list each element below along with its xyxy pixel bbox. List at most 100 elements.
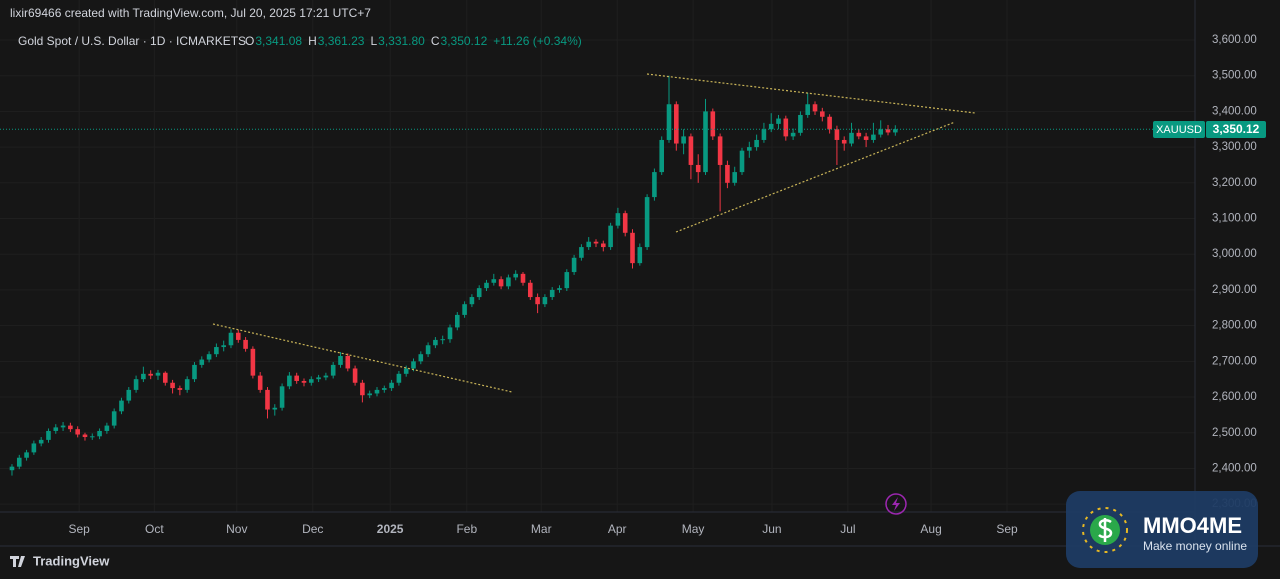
candle-body bbox=[68, 425, 73, 430]
candle-body bbox=[506, 277, 511, 287]
candle-body bbox=[104, 425, 110, 431]
candle-body bbox=[557, 288, 562, 290]
candle-body bbox=[170, 382, 175, 389]
ohlc-value: 3,331.80 bbox=[378, 34, 425, 48]
candle-body bbox=[46, 430, 51, 440]
candle-body bbox=[644, 197, 650, 248]
candle-body bbox=[790, 132, 796, 137]
candle-body bbox=[126, 389, 132, 401]
x-tick-label: Dec bbox=[302, 522, 323, 536]
candle-body bbox=[454, 314, 460, 328]
candle-body bbox=[776, 118, 781, 124]
y-tick-label: 2,900.00 bbox=[1212, 284, 1257, 296]
candle-body bbox=[805, 104, 811, 115]
candle-body bbox=[601, 243, 606, 248]
x-tick-label: Sep bbox=[68, 522, 90, 536]
candle-body bbox=[739, 150, 745, 173]
candle-body bbox=[250, 348, 256, 376]
candle-body bbox=[827, 116, 832, 130]
candle-body bbox=[38, 439, 44, 444]
x-tick-label: Jul bbox=[840, 522, 855, 536]
candle-body bbox=[841, 139, 847, 144]
candle-body bbox=[820, 111, 825, 117]
y-tick-label: 3,100.00 bbox=[1212, 213, 1257, 225]
candle-body bbox=[440, 339, 445, 341]
candle-body bbox=[89, 436, 95, 438]
event-icon[interactable] bbox=[885, 493, 907, 515]
candle-body bbox=[111, 411, 117, 426]
candle-body bbox=[425, 345, 431, 355]
candle-body bbox=[133, 379, 139, 390]
candle-body bbox=[871, 134, 876, 140]
candle-body bbox=[659, 139, 665, 173]
trend-lines bbox=[212, 73, 976, 393]
ohlc-key: L bbox=[370, 34, 377, 48]
x-tick-label: Nov bbox=[226, 522, 247, 536]
candle-body bbox=[192, 364, 197, 380]
candle-body bbox=[97, 430, 102, 437]
candle-body bbox=[148, 373, 153, 376]
candle-body bbox=[717, 136, 723, 165]
candle-body bbox=[214, 347, 219, 355]
trend-line bbox=[646, 73, 976, 114]
candle-body bbox=[221, 345, 226, 348]
x-tick-label: Mar bbox=[531, 522, 552, 536]
x-tick-label: Jun bbox=[762, 522, 781, 536]
candle-body bbox=[345, 355, 351, 369]
candle-body bbox=[484, 282, 489, 289]
candle-body bbox=[885, 129, 891, 133]
watermark-subtitle: Make money online bbox=[1143, 539, 1247, 553]
symbol-tag: XAUUSD bbox=[1156, 124, 1202, 136]
candle-body bbox=[235, 332, 241, 340]
candle-body bbox=[469, 297, 475, 305]
candle-body bbox=[53, 427, 59, 431]
candle-body bbox=[856, 132, 862, 137]
candle-body bbox=[60, 425, 66, 428]
candle-body bbox=[747, 147, 752, 151]
ohlc-key: C bbox=[431, 34, 440, 48]
x-tick-label: Oct bbox=[145, 522, 164, 536]
ohlc-key: H bbox=[308, 34, 317, 48]
watermark-ring bbox=[1082, 507, 1128, 553]
ohlc-key: O bbox=[245, 34, 254, 48]
candle-body bbox=[893, 129, 898, 133]
candle-body bbox=[849, 132, 854, 144]
x-tick-label: Sep bbox=[996, 522, 1018, 536]
candle-body bbox=[710, 111, 716, 137]
x-tick-label: 2025 bbox=[377, 522, 404, 536]
candle-body bbox=[9, 466, 15, 471]
candle-body bbox=[119, 400, 124, 412]
candle-body bbox=[338, 355, 343, 365]
candle-body bbox=[754, 139, 759, 148]
ohlc-legend: Gold Spot / U.S. Dollar · 1D · ICMARKETS… bbox=[18, 34, 582, 48]
candle-body bbox=[141, 373, 146, 380]
candle-body bbox=[571, 257, 577, 273]
footer-brand: TradingView bbox=[33, 553, 110, 568]
x-tick-label: Apr bbox=[608, 522, 627, 536]
candle-body bbox=[666, 104, 672, 140]
candle-body bbox=[75, 429, 80, 435]
grid bbox=[0, 0, 1195, 512]
candle-body bbox=[579, 247, 584, 258]
y-tick-label: 2,800.00 bbox=[1212, 320, 1257, 332]
candle-body bbox=[403, 368, 409, 374]
y-tick-label: 3,500.00 bbox=[1212, 70, 1257, 82]
price-tag: 3,350.12 bbox=[1213, 122, 1260, 136]
candle-body bbox=[265, 389, 270, 410]
y-tick-label: 3,200.00 bbox=[1212, 177, 1257, 189]
candle-body bbox=[462, 304, 467, 315]
candle-body bbox=[24, 452, 29, 458]
candle-body bbox=[703, 111, 708, 173]
tv-logo bbox=[10, 556, 25, 567]
candle-body bbox=[177, 388, 183, 390]
candle-body bbox=[476, 288, 482, 298]
candle-body bbox=[199, 359, 205, 365]
candle-body bbox=[411, 361, 416, 369]
candle-body bbox=[812, 104, 818, 112]
candle-body bbox=[367, 393, 372, 396]
candle-body bbox=[228, 332, 234, 346]
trend-line bbox=[212, 323, 513, 393]
candle-body bbox=[542, 297, 548, 305]
y-tick-label: 2,500.00 bbox=[1212, 427, 1257, 439]
